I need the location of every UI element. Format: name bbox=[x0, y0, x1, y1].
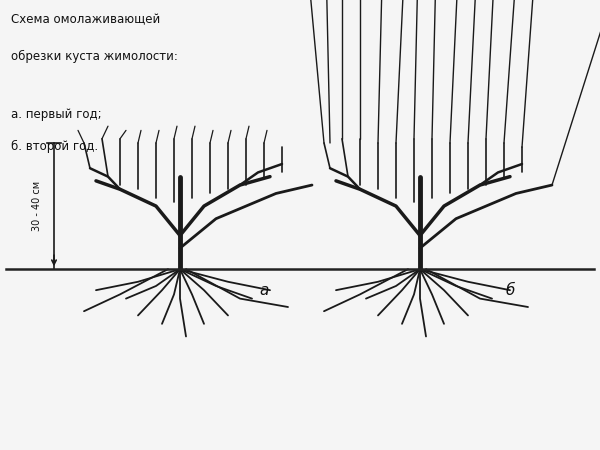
Text: б. второй год.: б. второй год. bbox=[11, 140, 98, 153]
Text: 30 - 40 см: 30 - 40 см bbox=[32, 181, 42, 231]
Text: а: а bbox=[259, 283, 269, 298]
Text: обрезки куста жимолости:: обрезки куста жимолости: bbox=[11, 50, 178, 63]
Text: а. первый год;: а. первый год; bbox=[11, 108, 101, 121]
Text: Схема омолаживающей: Схема омолаживающей bbox=[11, 14, 160, 27]
Text: б: б bbox=[505, 283, 515, 298]
